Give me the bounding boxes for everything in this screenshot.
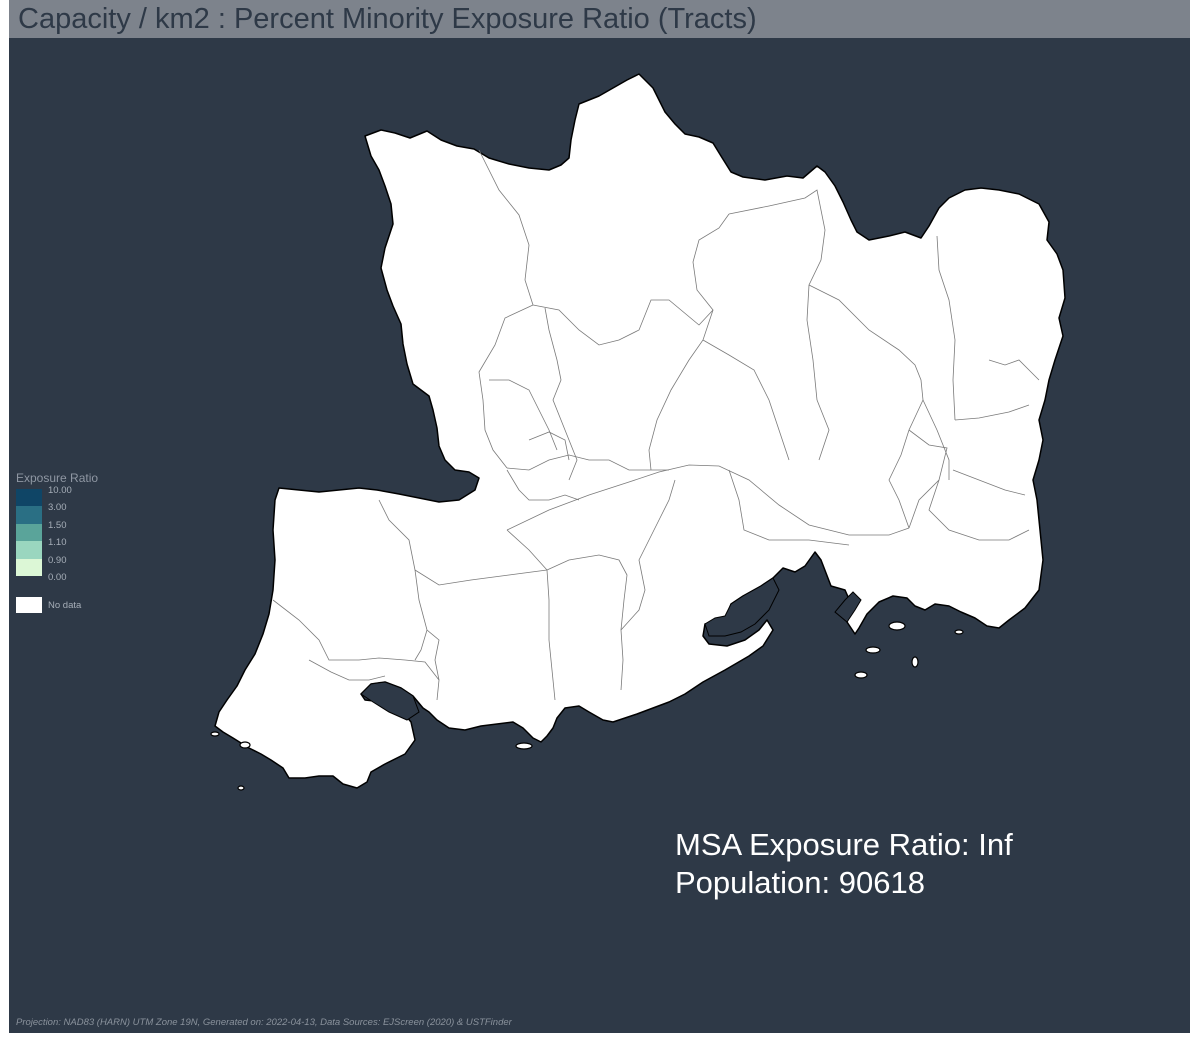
legend-label: 3.00 [48, 502, 67, 514]
legend-swatch [16, 506, 42, 524]
legend-label: 1.10 [48, 537, 67, 549]
legend-title: Exposure Ratio [16, 471, 99, 485]
msa-stats: MSA Exposure Ratio: Inf Population: 9061… [675, 826, 1013, 902]
legend-classes: 10.00 3.00 1.50 1.10 0.90 0.00 [16, 485, 146, 593]
legend-swatch [16, 489, 42, 507]
legend-label: 0.00 [48, 571, 67, 583]
legend-swatch-no-data [16, 597, 42, 613]
legend-label: 1.50 [48, 519, 67, 531]
legend-label: 10.00 [48, 485, 72, 496]
exposure-ratio-text: MSA Exposure Ratio: Inf [675, 827, 1013, 862]
legend-swatch [16, 541, 42, 559]
legend-row: 3.00 [16, 502, 146, 524]
legend-row: 0.90 [16, 555, 146, 576]
water-features [360, 577, 862, 721]
legend-label-no-data: No data [48, 600, 82, 611]
legend-label: 0.90 [48, 554, 67, 566]
legend-row: 10.00 [16, 485, 146, 507]
legend-row: 1.10 [16, 537, 146, 559]
population-text: Population: 90618 [675, 865, 925, 900]
title-bar: Capacity / km2 : Percent Minority Exposu… [9, 0, 1190, 38]
map-canvas [210, 73, 1066, 791]
tract-boundaries [272, 149, 1040, 701]
map-frame: Capacity / km2 : Percent Minority Exposu… [9, 0, 1190, 1033]
legend-no-data: No data [16, 597, 146, 615]
legend-row: 1.50 [16, 520, 146, 542]
islands [210, 621, 964, 791]
footer-credits: Projection: NAD83 (HARN) UTM Zone 19N, G… [16, 1017, 512, 1028]
legend: Exposure Ratio 10.00 3.00 1.50 1.10 0.90 [16, 471, 146, 613]
legend-swatch [16, 523, 42, 542]
legend-row: 0.00 [16, 572, 146, 593]
map-title: Capacity / km2 : Percent Minority Exposu… [18, 3, 757, 35]
legend-swatch [16, 558, 42, 576]
